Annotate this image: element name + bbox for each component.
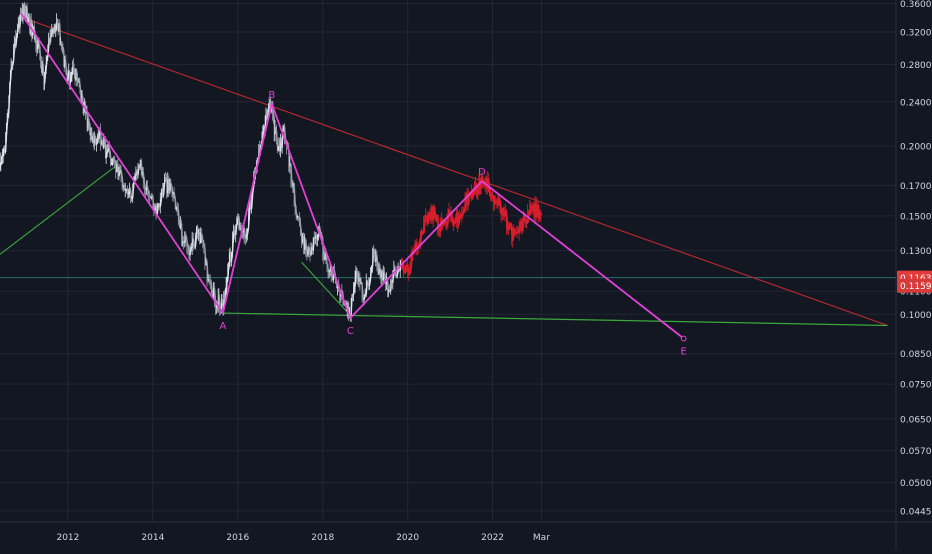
x-tick-label: 2020 (396, 533, 419, 543)
wave-label-a: A (220, 321, 227, 332)
wave-label-c: C (347, 326, 354, 337)
x-tick-label: 2016 (226, 533, 249, 543)
x-tick-label: Mar (533, 533, 550, 543)
wave-endpoint (681, 336, 686, 341)
wave-label-e: E (681, 347, 687, 358)
price-badge-label: 0.11597 (900, 282, 932, 292)
wave-label-b: B (268, 90, 275, 101)
y-tick-label: 0.04450 (900, 507, 932, 517)
x-tick-label: 2018 (311, 533, 334, 543)
x-tick-label: 2022 (481, 533, 504, 543)
wave-label-d: D (478, 167, 486, 178)
x-tick-label: 2012 (56, 533, 79, 543)
x-tick-label: 2014 (141, 533, 164, 543)
